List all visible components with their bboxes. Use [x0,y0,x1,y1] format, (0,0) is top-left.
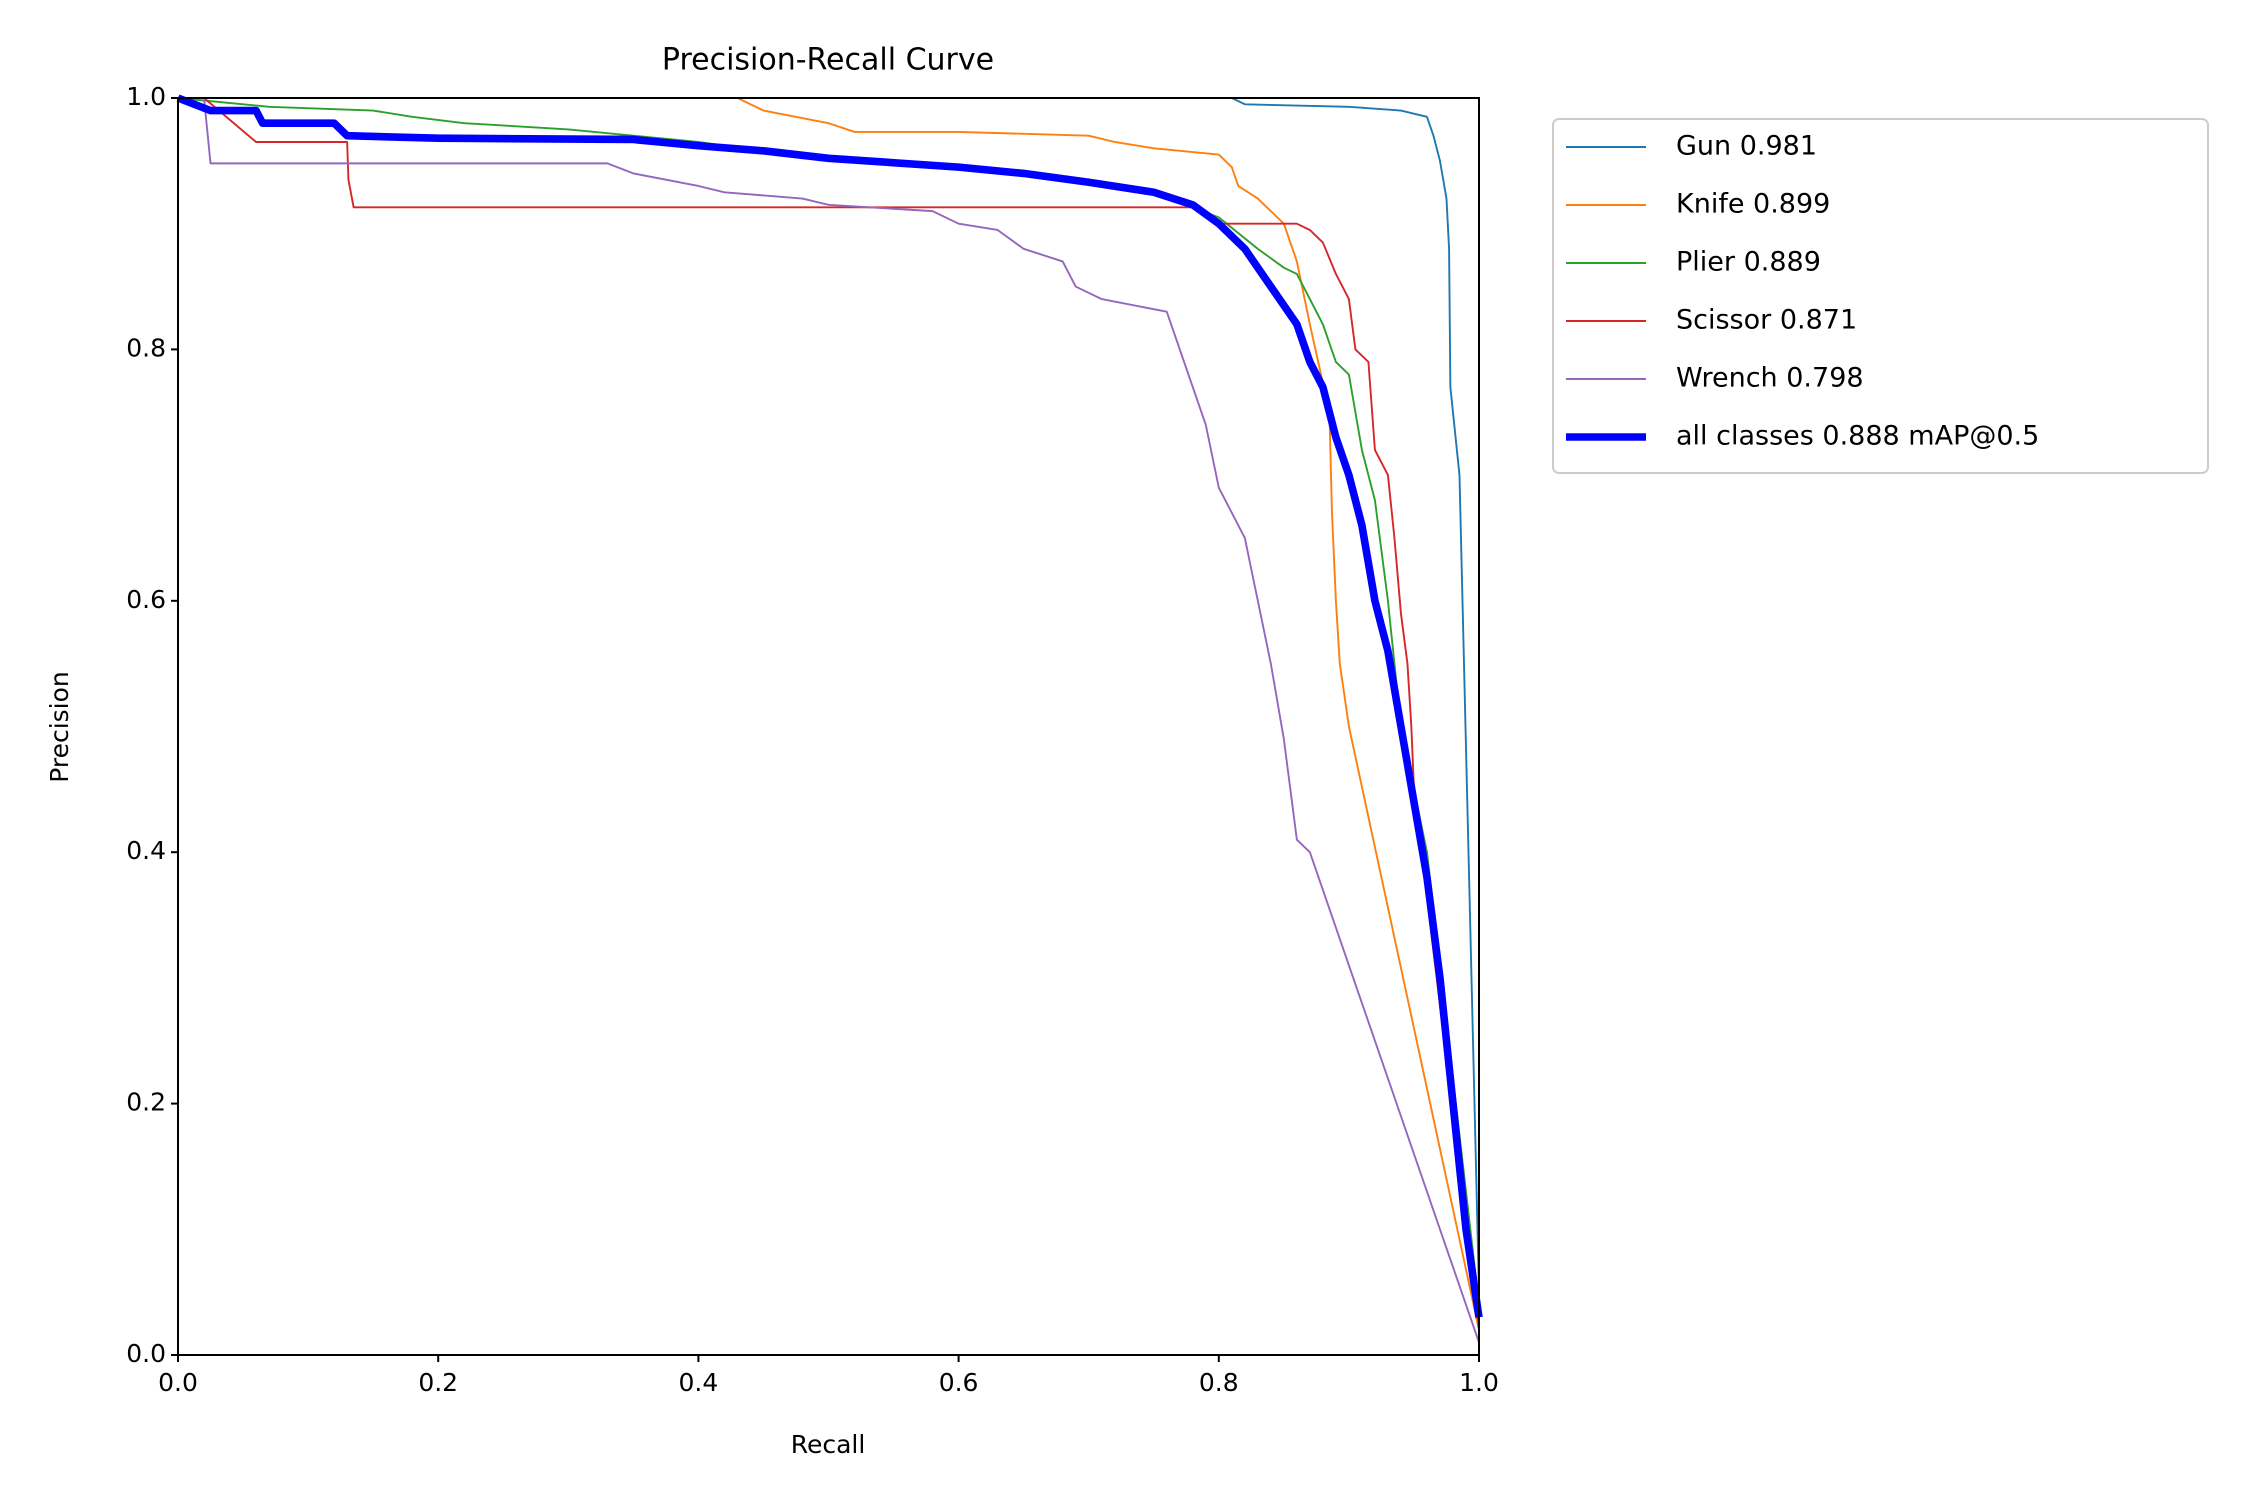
x-tick-label: 0.2 [418,1368,458,1397]
y-tick-label: 0.2 [126,1088,166,1117]
x-tick-label: 0.0 [158,1368,198,1397]
y-axis-label: Precision [45,671,74,783]
y-tick-label: 0.6 [126,585,166,614]
chart-title: Precision-Recall Curve [662,43,994,78]
y-tick-label: 0.0 [126,1339,166,1368]
x-tick-label: 0.8 [1199,1368,1239,1397]
series-line [178,97,1480,1343]
y-tick-label: 0.8 [126,333,166,362]
x-tick-label: 0.6 [939,1368,979,1397]
y-tick-label: 1.0 [126,82,166,111]
y-tick-label: 0.4 [126,836,166,865]
x-tick-label: 1.0 [1459,1368,1499,1397]
plot-area [176,94,1483,1343]
legend-label: Gun 0.981 [1676,131,1817,162]
legend-label: Scissor 0.871 [1676,305,1857,336]
legend-box [1552,118,2209,474]
series-line [176,94,1483,1318]
x-axis-label: Recall [791,1430,866,1459]
series-line [178,97,1480,1331]
legend-label: Plier 0.889 [1676,247,1821,278]
legend-label: Wrench 0.798 [1676,363,1864,394]
x-tick-label: 0.4 [679,1368,719,1397]
legend-label: all classes 0.888 mAP@0.5 [1676,421,2039,452]
legend-label: Knife 0.899 [1676,189,1830,220]
plot-frame [177,97,1480,1356]
series-line [178,97,1480,1293]
series-line [177,97,1480,1305]
series-line [178,97,1480,1330]
